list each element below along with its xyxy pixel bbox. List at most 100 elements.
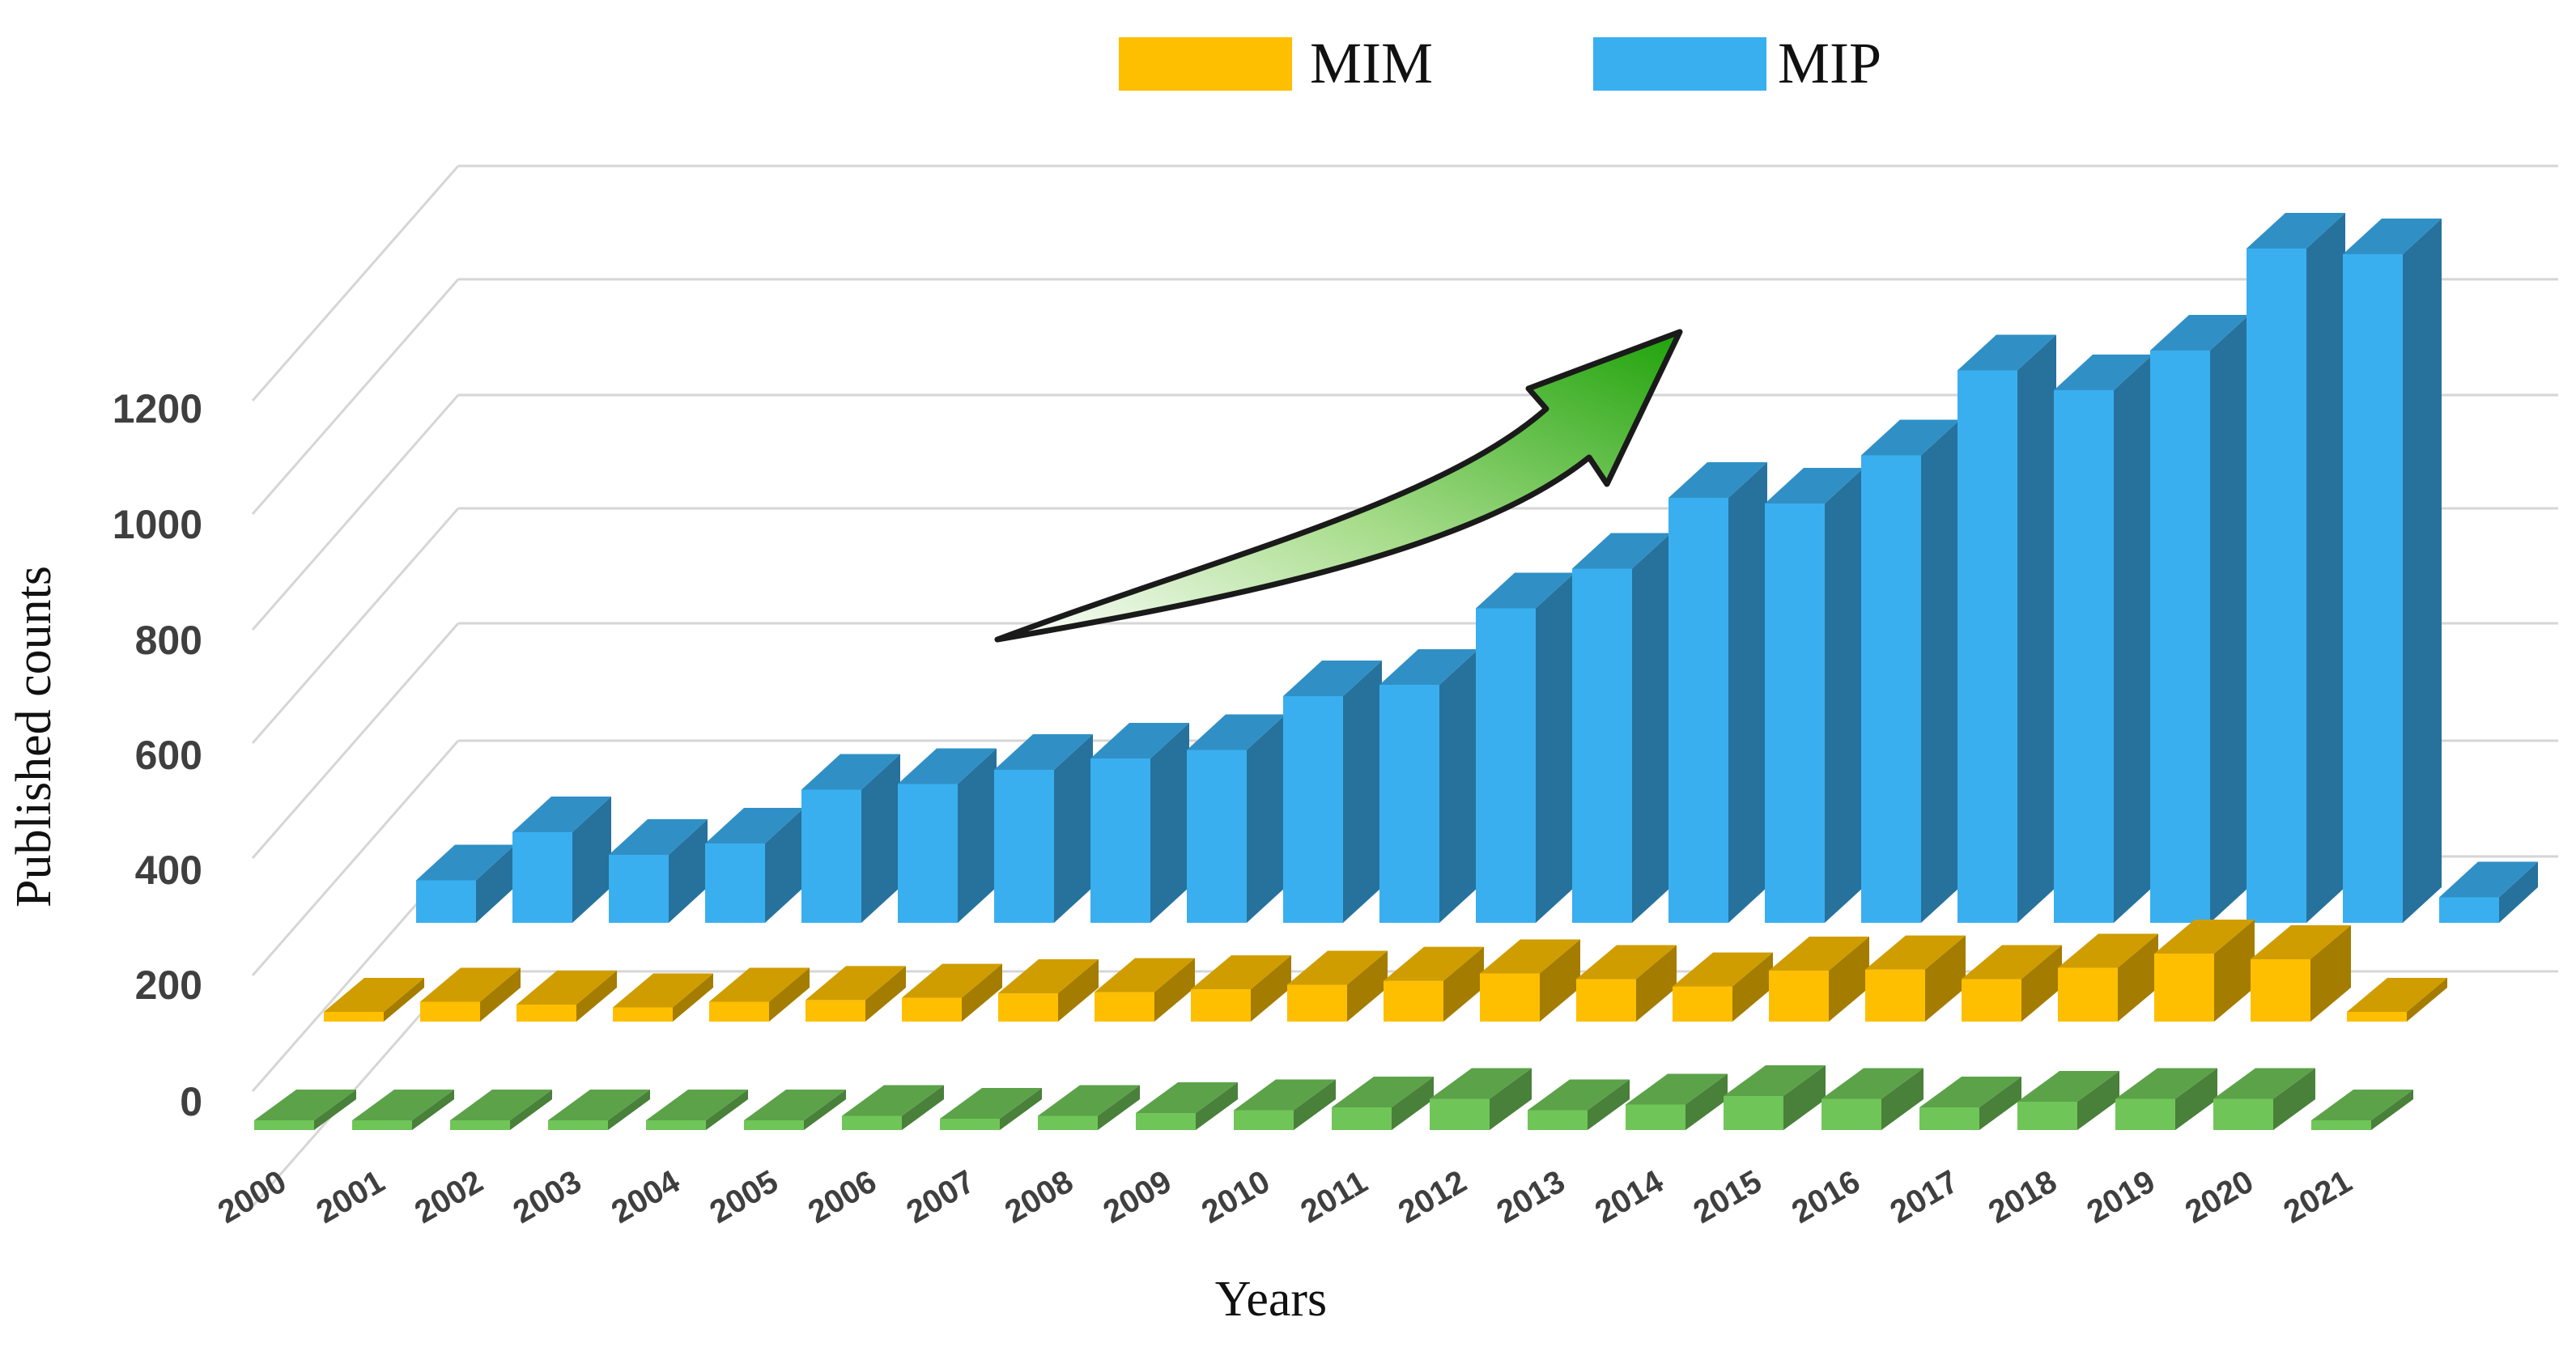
bar-top <box>1332 1077 1434 1107</box>
bar-side <box>1247 714 1286 923</box>
bar-front <box>254 1120 314 1130</box>
bar-side <box>902 1085 944 1130</box>
x-tick-label: 2017 <box>1884 1163 1964 1230</box>
y-tick-label: 200 <box>135 962 202 1008</box>
bar-front <box>940 1119 1000 1130</box>
bar-front <box>1572 568 1632 923</box>
gridline-depth <box>251 165 460 402</box>
gridline-depth <box>251 740 460 976</box>
bar-base-2000 <box>254 1090 356 1130</box>
bar-side <box>510 1090 552 1130</box>
bar-side <box>1783 1065 1826 1130</box>
y-tick-label: 0 <box>180 1079 202 1124</box>
bar-front <box>1919 1107 1979 1130</box>
bar-base-2019 <box>2115 1068 2217 1130</box>
bar-front <box>744 1120 804 1130</box>
bar-top <box>1769 937 1869 971</box>
bar-top <box>1476 572 1575 609</box>
bar-side <box>1196 1082 1238 1130</box>
bar-mim-2005 <box>806 966 906 1022</box>
bar-base-2021 <box>2311 1090 2413 1130</box>
bar-top <box>2251 925 2351 959</box>
legend-label-mip: MIP <box>1778 31 1881 96</box>
bar-side <box>1925 935 1966 1022</box>
bar-front <box>1430 1098 1490 1130</box>
bar-top <box>709 967 810 1002</box>
x-axis-label: Years <box>1215 1272 1327 1327</box>
bar-base-2009 <box>1136 1082 1238 1130</box>
bar-mim-2020 <box>2251 925 2351 1022</box>
bar-mip-2004 <box>801 754 900 923</box>
bar-top <box>609 819 708 855</box>
bar-mip-2012 <box>1572 533 1671 923</box>
bar-side <box>1343 661 1382 923</box>
bar-top <box>1958 334 2056 371</box>
bar-front <box>1626 1104 1685 1130</box>
bar-top <box>842 1085 944 1116</box>
bar-top <box>516 971 617 1005</box>
bar-top <box>2213 1068 2315 1099</box>
bar-side <box>384 978 424 1022</box>
bar-top <box>940 1088 1042 1119</box>
y-tick-label: 1200 <box>113 386 202 431</box>
bar-front <box>2115 1098 2175 1130</box>
bar-front <box>2439 897 2499 923</box>
bar-side <box>2371 1090 2413 1130</box>
bar-top <box>512 797 611 832</box>
bar-base-2011 <box>1332 1077 1434 1130</box>
bar-mip-2002 <box>609 819 708 923</box>
gridline-depth <box>251 508 460 744</box>
bar-side <box>2175 1068 2217 1130</box>
bar-top <box>1090 723 1189 758</box>
bar-front <box>416 880 476 923</box>
bar-front <box>352 1120 412 1130</box>
bar-side <box>1098 1085 1140 1130</box>
legend-label-mim: MIM <box>1310 31 1433 96</box>
bar-top <box>1384 946 1484 981</box>
bar-front <box>2311 1120 2371 1130</box>
x-tick-label: 2020 <box>2179 1163 2259 1230</box>
bar-side <box>2017 334 2056 923</box>
x-tick-label: 2003 <box>507 1163 587 1230</box>
bar-front <box>1576 979 1636 1022</box>
bar-top <box>450 1090 552 1120</box>
bar-side <box>1058 959 1099 1022</box>
x-tick-label: 2001 <box>310 1163 390 1230</box>
bar-front <box>1234 1110 1294 1130</box>
bar-side <box>1439 649 1478 923</box>
bar-side <box>314 1090 356 1130</box>
bar-side <box>962 963 1002 1022</box>
x-tick-label: 2000 <box>212 1163 292 1230</box>
bar-side <box>1921 419 1960 923</box>
bar-base-2018 <box>2017 1071 2119 1130</box>
bar-mip-2009 <box>1283 661 1382 923</box>
bar-front <box>842 1115 902 1130</box>
bar-mip-2007 <box>1090 723 1189 923</box>
bar-front <box>1765 504 1825 923</box>
bar-side <box>1881 1068 1923 1130</box>
bar-mim-2012 <box>1480 939 1580 1022</box>
bar-top <box>324 978 424 1012</box>
bar-top <box>1626 1073 1728 1105</box>
y-tick-label: 400 <box>135 848 202 893</box>
bar-top <box>416 844 515 881</box>
x-tick-label: 2015 <box>1687 1163 1767 1230</box>
bar-side <box>673 973 713 1022</box>
bar-mip-2003 <box>705 808 804 923</box>
bar-side <box>1540 939 1580 1022</box>
bar-mip-2017 <box>2054 355 2153 923</box>
bar-top <box>2343 219 2442 254</box>
bar-top <box>801 754 900 790</box>
bar-side <box>2021 945 2062 1022</box>
bar-front <box>613 1007 673 1022</box>
bar-mim-2021 <box>2347 978 2447 1022</box>
bar-base-2014 <box>1626 1073 1728 1130</box>
bar-side <box>1251 955 1291 1022</box>
bar-top <box>994 734 1093 770</box>
bar-side <box>1000 1088 1042 1130</box>
y-tick-label: 600 <box>135 733 202 778</box>
bar-side <box>1150 723 1189 923</box>
bar-side <box>2210 315 2249 923</box>
y-tick-label: 1000 <box>113 502 202 547</box>
